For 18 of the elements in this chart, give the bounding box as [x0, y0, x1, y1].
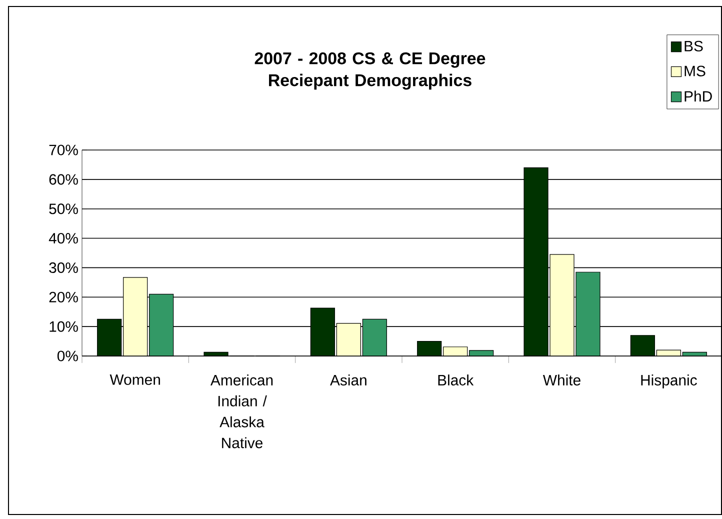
- y-tick-label: 30%: [49, 262, 78, 273]
- y-tick-label: 40%: [48, 232, 78, 244]
- y-tick-label: 20%: [49, 292, 78, 302]
- x-tick-label: Asian: [330, 374, 366, 386]
- y-tick-label: 70%: [49, 144, 78, 156]
- x-tick-label: Women: [110, 374, 160, 385]
- legend-label: PhD: [684, 90, 712, 102]
- y-tick-label: 10%: [50, 321, 78, 332]
- y-tick-label: 60%: [49, 174, 78, 185]
- chart-title: 2007 - 2008 CS & CE Degree Reciepant Demographics: [254, 52, 486, 90]
- x-tick-label: Hispanic: [641, 374, 697, 388]
- legend-label: BS: [684, 40, 703, 52]
- y-tick-label: 0%: [57, 350, 78, 362]
- legend-label: MS: [684, 66, 706, 76]
- x-tick-label: Black: [438, 374, 474, 386]
- x-tick-label: American Indian / Alaska Native: [210, 374, 273, 448]
- x-tick-label: White: [542, 374, 580, 386]
- y-tick-label: 50%: [49, 204, 78, 214]
